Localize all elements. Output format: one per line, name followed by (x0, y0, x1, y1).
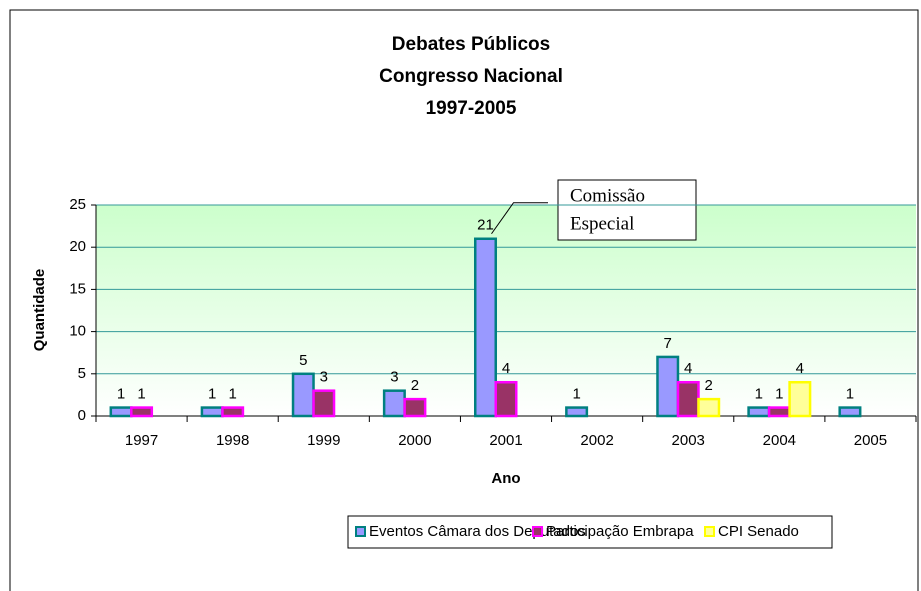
legend-swatch (532, 526, 543, 537)
bar (221, 406, 245, 418)
y-tick-label: 10 (69, 323, 86, 340)
value-label: 1 (208, 386, 216, 403)
legend-label: Participação Embrapa (546, 523, 694, 540)
legend-swatch (355, 526, 366, 537)
y-tick-label: 20 (69, 238, 86, 255)
chart-title: 1997-2005 (426, 98, 517, 119)
x-tick-label: 1999 (307, 432, 340, 449)
annotation-leader (491, 202, 548, 235)
value-label: 4 (796, 360, 804, 377)
x-tick-label: 2002 (580, 432, 613, 449)
value-label: 4 (502, 360, 510, 377)
value-label: 1 (228, 386, 236, 403)
bar (130, 406, 154, 418)
annotation: Comissão (570, 185, 645, 206)
bar (676, 380, 700, 418)
chart-title: Debates Públicos (392, 34, 550, 55)
x-tick-label: 2003 (672, 432, 705, 449)
y-tick-label: 0 (78, 407, 86, 424)
bar (291, 372, 315, 418)
y-tick-label: 25 (69, 196, 86, 213)
value-label: 3 (320, 369, 328, 386)
bar (656, 355, 680, 418)
legend (347, 515, 833, 549)
bar (697, 397, 721, 418)
value-label: 1 (846, 386, 854, 403)
value-label: 1 (137, 386, 145, 403)
y-tick-label: 15 (69, 280, 86, 297)
value-label: 1 (117, 386, 125, 403)
bar (109, 406, 133, 418)
bar (382, 389, 406, 418)
value-label: 3 (390, 369, 398, 386)
bar (565, 406, 589, 418)
x-tick-label: 1998 (216, 432, 249, 449)
x-tick-label: 2005 (854, 432, 887, 449)
bar (788, 380, 812, 418)
annotation-box (557, 179, 697, 241)
value-label: 21 (477, 217, 494, 234)
x-axis-label: Ano (491, 470, 520, 487)
x-tick-label: 1997 (125, 432, 158, 449)
value-label: 2 (411, 377, 419, 394)
value-label: 2 (705, 377, 713, 394)
plot-area (96, 205, 916, 416)
bar (747, 406, 771, 418)
legend-label: CPI Senado (718, 523, 799, 540)
chart-frame (9, 9, 919, 591)
chart-title: Congresso Nacional (379, 66, 563, 87)
legend-swatch (704, 526, 715, 537)
value-label: 1 (572, 386, 580, 403)
bar (200, 406, 224, 418)
legend-label: Eventos Câmara dos Deputados (369, 523, 586, 540)
annotation: Especial (570, 213, 634, 234)
value-label: 5 (299, 352, 307, 369)
bar (403, 397, 427, 418)
bar (494, 380, 518, 418)
bar (767, 406, 791, 418)
value-label: 1 (775, 386, 783, 403)
value-label: 4 (684, 360, 692, 377)
value-label: 7 (664, 335, 672, 352)
x-tick-label: 2004 (763, 432, 796, 449)
y-tick-label: 5 (78, 365, 86, 382)
x-tick-label: 2001 (489, 432, 522, 449)
x-tick-label: 2000 (398, 432, 431, 449)
bar (312, 389, 336, 418)
bar (838, 406, 862, 418)
value-label: 1 (755, 386, 763, 403)
bar (474, 237, 497, 418)
y-axis-label: Quantidade (31, 269, 48, 352)
